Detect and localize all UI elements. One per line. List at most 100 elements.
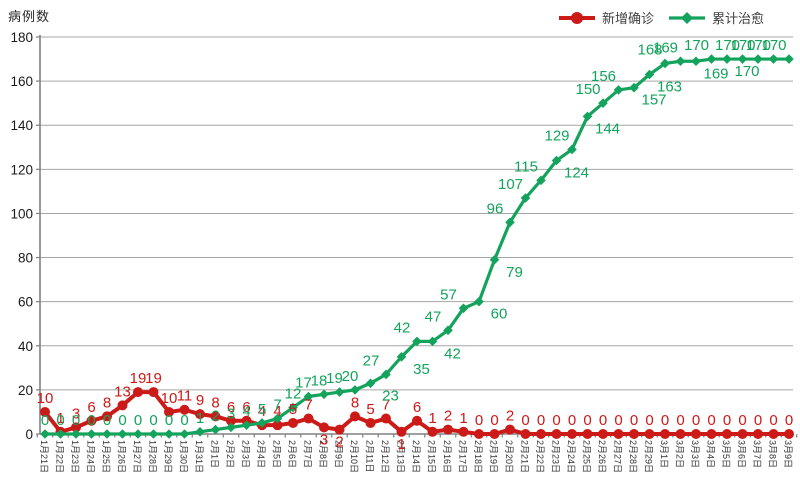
data-point: [210, 424, 221, 435]
x-tick-label: 2月27日: [613, 440, 623, 473]
data-point: [334, 424, 345, 435]
data-label: 7: [304, 397, 312, 414]
data-label: 19: [130, 370, 147, 387]
data-point: [458, 303, 469, 314]
data-point: [86, 415, 97, 426]
data-point: [319, 389, 329, 400]
data-point: [179, 429, 190, 439]
data-point: [722, 54, 732, 64]
data-point: [226, 422, 236, 433]
data-label: 1: [397, 436, 405, 453]
data-point: [613, 429, 624, 439]
data-label: 0: [118, 412, 126, 429]
data-point: [536, 175, 546, 186]
data-point: [381, 413, 391, 424]
data-point: [427, 336, 438, 347]
data-label: 1: [428, 410, 436, 427]
y-axis-title: 病例数: [8, 9, 51, 24]
data-point: [784, 54, 794, 64]
y-tick-label: 140: [10, 118, 33, 133]
data-point: [675, 429, 686, 439]
data-point: [319, 422, 329, 433]
data-point: [536, 429, 546, 439]
x-tick-label: 2月14日: [411, 440, 421, 473]
data-point: [706, 429, 717, 439]
data-label: 10: [161, 390, 178, 407]
data-point: [303, 391, 314, 402]
data-label: 13: [114, 383, 131, 400]
data-label: 2: [444, 408, 452, 425]
data-point: [164, 406, 174, 417]
data-label: 1: [56, 410, 64, 427]
data-point: [474, 296, 484, 307]
data-label: 79: [506, 264, 523, 281]
data-label: 5: [289, 401, 297, 418]
x-tick-label: 2月28日: [628, 440, 638, 473]
data-label: 0: [754, 412, 762, 429]
data-point: [164, 429, 174, 439]
legend-item-new-confirmed: 新增确诊: [558, 8, 654, 27]
y-tick-label: 20: [18, 383, 33, 398]
x-tick-label: 2月6日: [287, 440, 297, 468]
data-label: 1: [196, 410, 204, 427]
data-point: [489, 429, 500, 439]
data-label: 60: [491, 306, 508, 323]
x-tick-label: 2月3日: [241, 440, 251, 468]
data-point: [40, 429, 50, 439]
x-tick-label: 3月9日: [783, 440, 793, 468]
data-label: 5: [258, 401, 266, 418]
data-label: 157: [641, 92, 666, 109]
data-label: 7: [273, 397, 281, 414]
data-point: [567, 144, 577, 155]
x-tick-label: 1月28日: [148, 440, 158, 473]
x-tick-label: 1月22日: [55, 440, 65, 473]
data-point: [257, 418, 267, 428]
data-label: 0: [614, 412, 622, 429]
data-point: [784, 429, 794, 439]
data-label: 0: [769, 412, 777, 429]
data-point: [505, 424, 515, 435]
data-label: 144: [595, 120, 620, 137]
data-point: [303, 413, 314, 424]
data-label: 5: [366, 401, 374, 418]
data-label: 170: [761, 37, 786, 54]
data-label: 0: [645, 412, 653, 429]
data-point: [443, 325, 453, 336]
data-point: [195, 409, 205, 420]
data-label: 0: [676, 412, 684, 429]
data-label: 10: [37, 390, 54, 407]
data-point: [86, 429, 97, 439]
data-label: 0: [738, 412, 746, 429]
data-point: [427, 426, 438, 437]
x-tick-label: 2月4日: [256, 440, 266, 468]
x-tick-label: 2月9日: [334, 440, 344, 468]
data-label: 3: [72, 405, 80, 422]
x-tick-label: 1月21日: [39, 440, 49, 473]
legend: 新增确诊 累计治愈: [558, 8, 764, 27]
x-tick-label: 1月24日: [86, 440, 96, 473]
x-tick-label: 2月13日: [396, 440, 406, 473]
data-label: 42: [444, 345, 461, 362]
data-point: [474, 429, 484, 439]
x-tick-label: 3月8日: [768, 440, 778, 468]
data-label: 0: [537, 412, 545, 429]
data-label: 8: [211, 394, 219, 411]
data-label: 0: [785, 412, 793, 429]
data-label: 0: [134, 412, 142, 429]
data-point: [737, 54, 748, 64]
data-label: 27: [363, 352, 380, 369]
data-point: [675, 56, 686, 67]
x-tick-label: 2月11日: [365, 440, 375, 472]
data-label: 20: [342, 368, 359, 385]
x-tick-label: 2月22日: [535, 440, 545, 473]
data-label: 11: [177, 388, 193, 405]
x-tick-label: 2月17日: [458, 440, 468, 473]
data-label: 170: [746, 37, 771, 54]
x-tick-label: 1月27日: [132, 440, 142, 473]
x-tick-label: 3月2日: [675, 440, 685, 468]
x-tick-label: 2月8日: [318, 440, 328, 468]
y-tick-label: 80: [18, 251, 33, 266]
data-label: 170: [684, 37, 709, 54]
data-label: 17: [295, 375, 312, 392]
data-point: [350, 385, 360, 395]
